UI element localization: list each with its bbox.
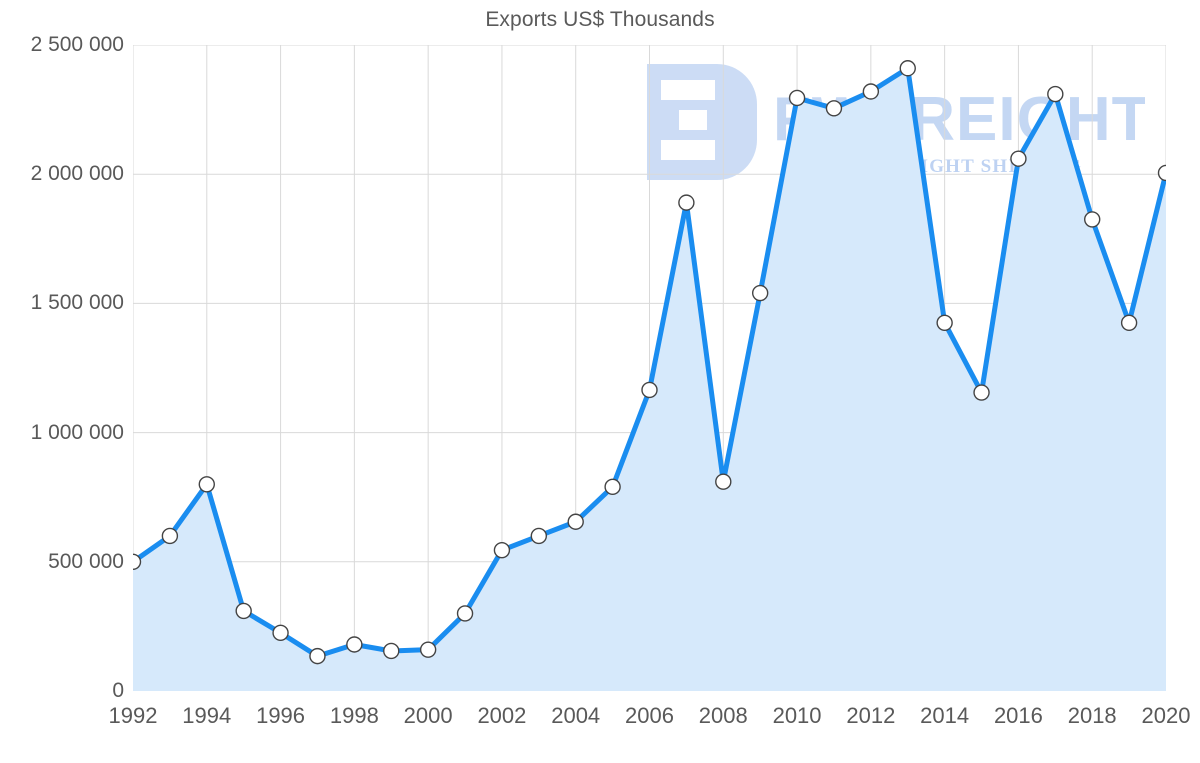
data-point[interactable]: [133, 553, 142, 570]
data-point[interactable]: [1010, 150, 1027, 167]
y-axis-tick-label: 1 000 000: [30, 420, 124, 444]
data-point[interactable]: [899, 60, 916, 77]
x-axis-tick-label: 2000: [403, 703, 453, 728]
y-axis-tick-label: 2 500 000: [30, 33, 124, 56]
data-point[interactable]: [419, 641, 437, 658]
x-axis-tick-label: 1998: [329, 703, 379, 728]
data-point[interactable]: [309, 647, 326, 665]
data-point[interactable]: [936, 314, 953, 331]
data-point[interactable]: [788, 89, 806, 107]
data-point[interactable]: [493, 541, 511, 559]
data-point[interactable]: [530, 527, 548, 545]
y-axis-tick-label: 2 000 000: [30, 162, 124, 186]
x-axis-tick-label: 1992: [108, 703, 158, 728]
x-axis-tick-label: 1996: [256, 703, 306, 728]
chart-title: Exports US$ Thousands: [485, 8, 715, 31]
data-point[interactable]: [235, 602, 252, 620]
data-point-markers: [133, 60, 1167, 665]
x-axis-tick-label: 2012: [846, 703, 896, 728]
data-point[interactable]: [678, 194, 695, 211]
x-axis-tick-label: 2002: [477, 703, 527, 728]
y-axis-tick-label: 1 500 000: [30, 291, 124, 315]
x-axis-tick-label: 2016: [993, 703, 1043, 728]
data-point[interactable]: [825, 100, 843, 117]
x-axis-tick-label: 2018: [1067, 703, 1117, 728]
data-point[interactable]: [751, 284, 769, 302]
x-axis-tick-label: 2020: [1141, 703, 1191, 728]
x-axis-tick-label: 2014: [920, 703, 970, 728]
data-point[interactable]: [1157, 164, 1167, 182]
data-point[interactable]: [161, 527, 179, 545]
data-point[interactable]: [1047, 85, 1064, 103]
plot-svg: [133, 45, 1166, 691]
x-axis-tick-label: 2004: [551, 703, 601, 728]
x-axis-tick-label: 1994: [182, 703, 232, 728]
data-point[interactable]: [272, 624, 289, 642]
data-point[interactable]: [1120, 314, 1138, 331]
data-point[interactable]: [715, 473, 732, 490]
data-point[interactable]: [862, 83, 880, 100]
data-point[interactable]: [198, 476, 215, 493]
y-axis-labels: 0 500 000 1 000 000 1 500 000 2 000 000 2 500…: [0, 0, 124, 763]
area-fill: [133, 68, 1166, 691]
y-axis-tick-label: 0: [112, 679, 124, 702]
x-axis-tick-label: 2010: [772, 703, 822, 728]
data-point[interactable]: [456, 605, 474, 622]
data-point[interactable]: [604, 478, 621, 496]
plot-area: [133, 45, 1166, 691]
data-point[interactable]: [383, 642, 400, 660]
data-point[interactable]: [641, 381, 658, 399]
data-point[interactable]: [1084, 211, 1101, 228]
y-axis-tick-label: 500 000: [48, 549, 124, 573]
x-axis-tick-label: 2008: [698, 703, 748, 728]
x-axis-tick-label: 2006: [625, 703, 674, 728]
data-point[interactable]: [973, 384, 990, 401]
data-point[interactable]: [567, 513, 584, 530]
data-point[interactable]: [346, 636, 363, 653]
